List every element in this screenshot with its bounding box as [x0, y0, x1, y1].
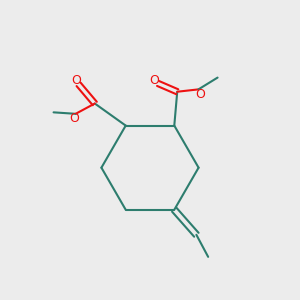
Text: O: O [69, 112, 79, 125]
Text: O: O [71, 74, 81, 87]
Text: O: O [150, 74, 160, 87]
Text: O: O [195, 88, 205, 100]
